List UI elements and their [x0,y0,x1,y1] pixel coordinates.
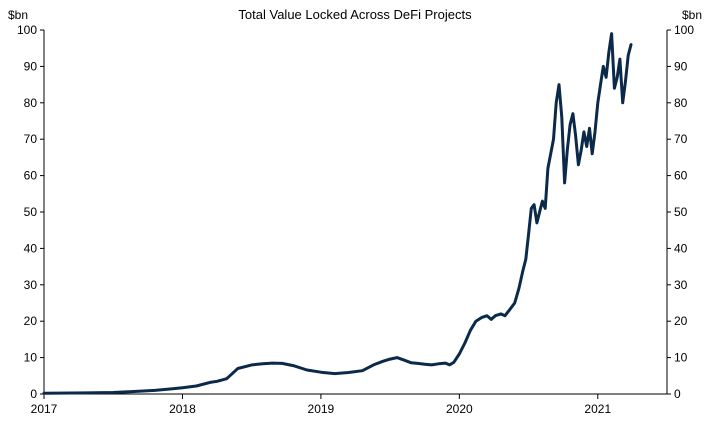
y-tick-label-left-50: 50 [24,205,38,219]
y-tick-label-right-50: 50 [674,205,688,219]
y-tick-label-right-100: 100 [674,23,694,37]
y-tick-label-right-90: 90 [674,59,688,73]
x-axis-ticks: 2017 2018 2019 2020 2021 [31,394,611,416]
y-tick-label-left-20: 20 [24,314,38,328]
y-tick-label-left-30: 30 [24,278,38,292]
y-tick-label-left-60: 60 [24,169,38,183]
series-layer [42,32,633,395]
x-tick-label-2020: 2020 [446,402,473,416]
x-tick-label-2021: 2021 [584,402,611,416]
series-line-0 [42,32,633,395]
y-tick-label-right-80: 80 [674,96,688,110]
y-tick-label-left-90: 90 [24,59,38,73]
x-tick-label-2019: 2019 [308,402,335,416]
y-tick-label-right-20: 20 [674,314,688,328]
y-tick-label-left-10: 10 [24,351,38,365]
chart-title: Total Value Locked Across DeFi Projects [238,7,472,22]
y-tick-label-right-70: 70 [674,132,688,146]
y-tick-label-right-0: 0 [674,387,681,401]
y-tick-label-left-100: 100 [17,23,37,37]
y-axis-left-unit: $bn [8,8,28,22]
y-tick-label-right-10: 10 [674,351,688,365]
y-axis-ticks: 0 0 10 10 20 20 30 30 40 40 50 50 60 60 70 70 80 80 90 90 10… [17,23,694,401]
y-tick-label-left-70: 70 [24,132,38,146]
y-tick-label-right-40: 40 [674,241,688,255]
y-tick-label-right-60: 60 [674,169,688,183]
x-tick-label-2018: 2018 [169,402,196,416]
y-tick-label-left-0: 0 [30,387,37,401]
x-tick-label-2017: 2017 [31,402,58,416]
y-tick-label-right-30: 30 [674,278,688,292]
y-tick-label-left-80: 80 [24,96,38,110]
y-tick-label-left-40: 40 [24,241,38,255]
y-axis-right-unit: $bn [682,8,702,22]
